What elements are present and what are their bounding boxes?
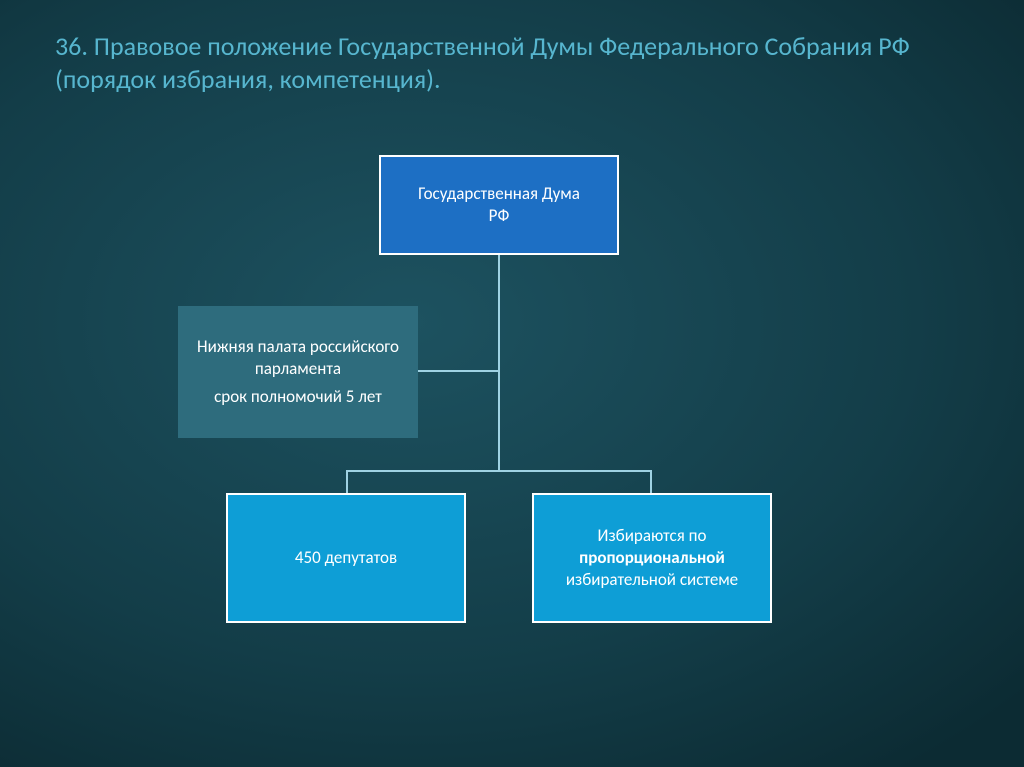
node-leaf-right: Избираются по пропорциональной избирател…	[532, 493, 772, 623]
node-side-line1: Нижняя палата российского парламента	[190, 336, 406, 380]
node-leaf-left-text: 450 депутатов	[295, 547, 397, 569]
node-leaf-right-post: избирательной системе	[566, 569, 738, 590]
connector-horizontal-split	[346, 470, 652, 472]
node-side: Нижняя палата российского парламента сро…	[178, 306, 418, 438]
node-side-line2: срок полномочий 5 лет	[214, 386, 382, 408]
connector-side-branch	[418, 370, 498, 372]
node-leaf-right-text: Избираются по пропорциональной избирател…	[546, 525, 758, 591]
slide-title: 36. Правовое положение Государственной Д…	[55, 30, 964, 95]
node-leaf-left: 450 депутатов	[226, 493, 466, 623]
node-root: Государственная Дума РФ	[379, 155, 619, 255]
node-root-line1: Государственная Дума	[418, 183, 580, 205]
connector-drop-left	[346, 470, 348, 493]
slide: 36. Правовое положение Государственной Д…	[0, 0, 1024, 767]
node-leaf-right-pre: Избираются по	[598, 525, 707, 546]
node-leaf-right-bold: пропорциональной	[579, 547, 725, 568]
connector-vertical-main	[498, 255, 500, 470]
node-root-line2: РФ	[489, 205, 510, 227]
connector-drop-right	[650, 470, 652, 493]
